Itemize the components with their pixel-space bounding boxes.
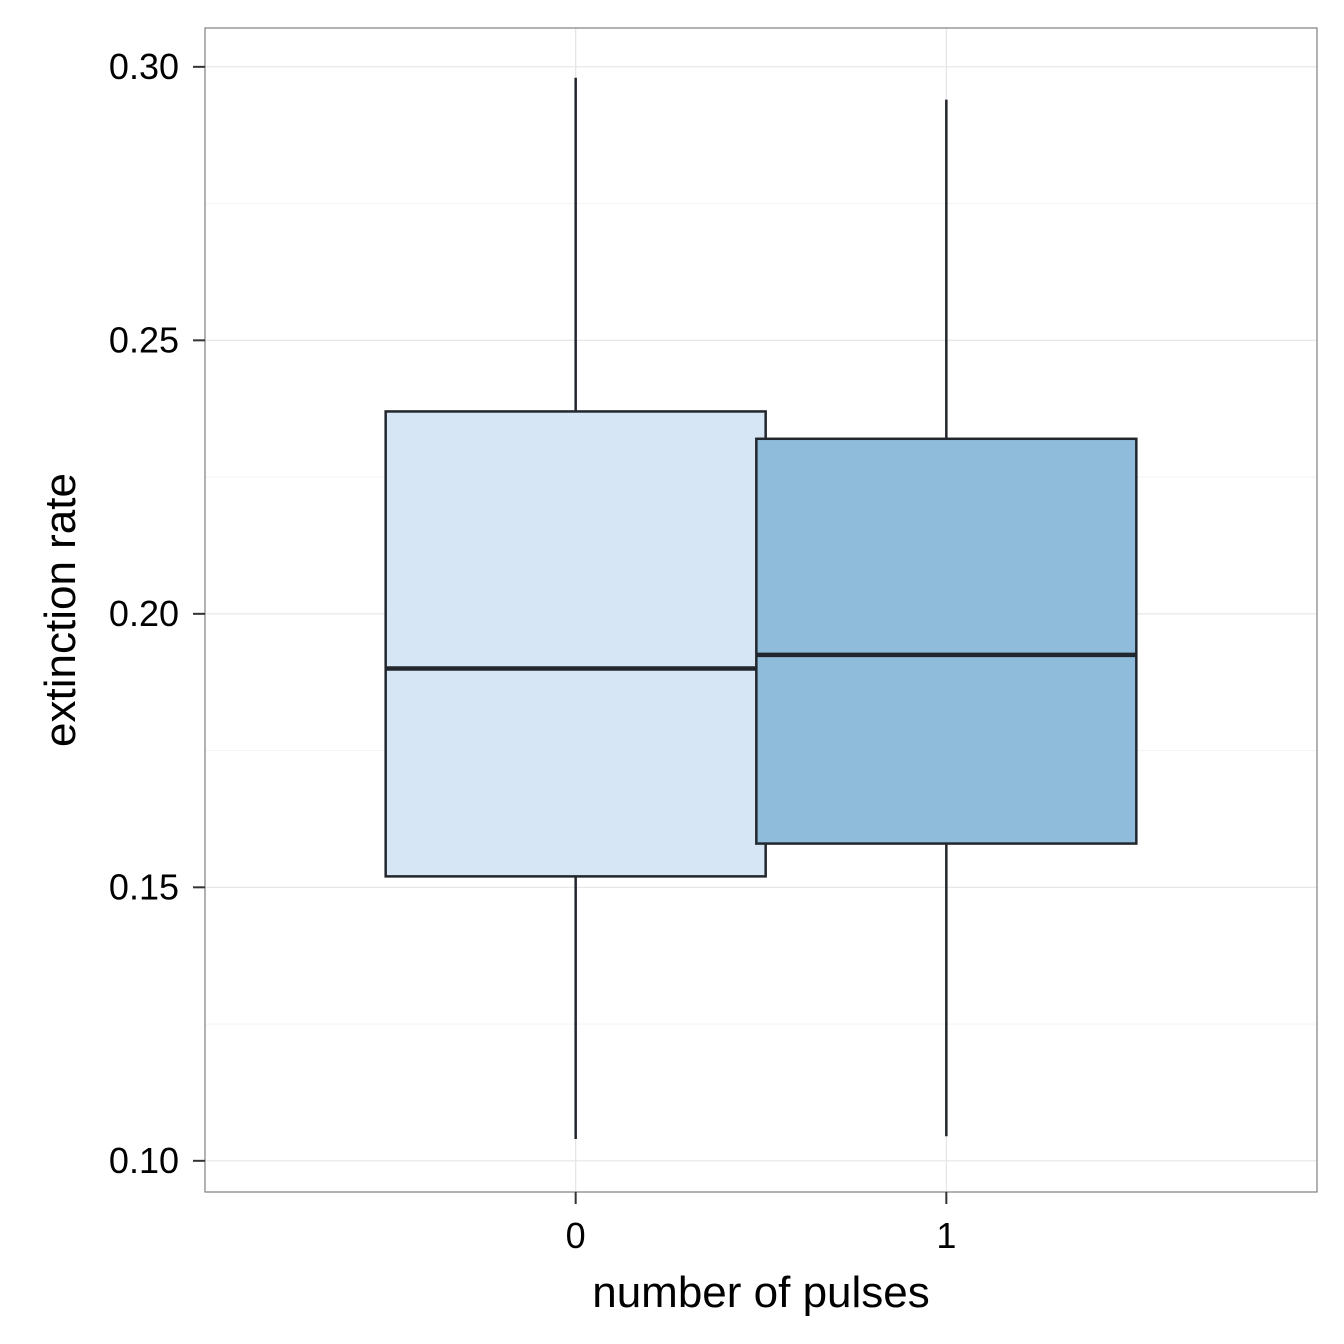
box-iqr xyxy=(755,437,1138,845)
y-tick-label: 0.30 xyxy=(109,46,179,87)
y-tick-label: 0.20 xyxy=(109,593,179,634)
y-tick-label: 0.25 xyxy=(109,319,179,360)
box-0 xyxy=(384,77,767,1139)
panel-border xyxy=(204,27,1318,1193)
x-axis-title: number of pulses xyxy=(592,1268,930,1317)
y-axis: 0.10 0.15 0.20 0.25 0.30 xyxy=(109,46,205,1181)
y-tick-label: 0.10 xyxy=(109,1140,179,1181)
box-iqr xyxy=(384,410,767,878)
box-1 xyxy=(755,99,1138,1137)
y-axis-title: extinction rate xyxy=(36,473,85,747)
x-tick-label: 0 xyxy=(566,1215,586,1256)
boxes xyxy=(384,77,1138,1139)
y-tick-label: 0.15 xyxy=(109,866,179,907)
x-tick-label: 1 xyxy=(936,1215,956,1256)
